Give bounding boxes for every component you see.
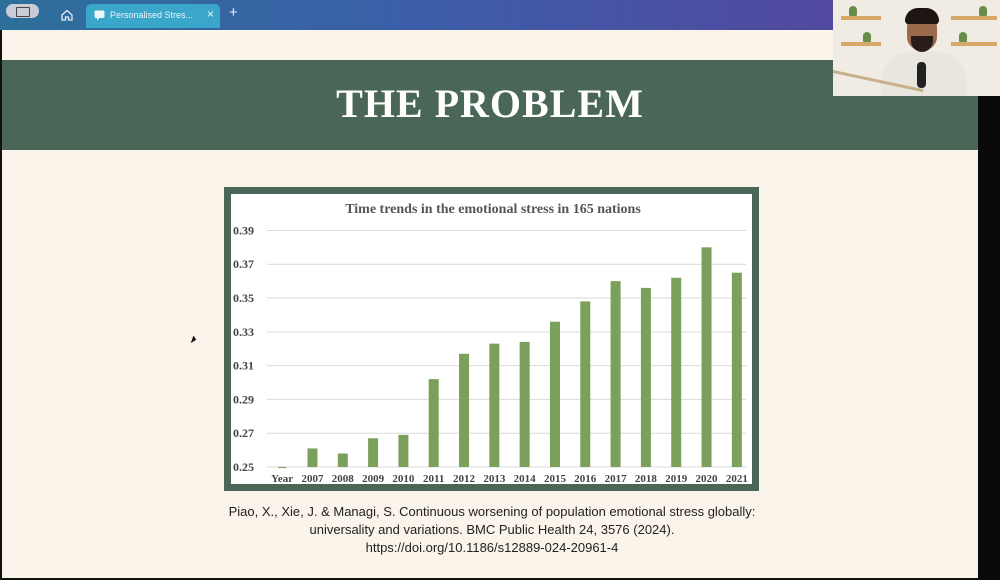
- x-tick-label: 2021: [726, 473, 748, 484]
- plant-icon: [863, 32, 871, 42]
- close-tab-icon[interactable]: ×: [206, 7, 214, 21]
- x-tick-label: 2011: [423, 473, 444, 484]
- y-tick-label: 0.27: [233, 426, 254, 440]
- tab-personalised-stress[interactable]: Personalised Stres... ×: [86, 4, 220, 28]
- y-tick-label: 0.25: [233, 460, 254, 474]
- x-tick-label: 2014: [514, 473, 537, 484]
- chart-frame: Time trends in the emotional stress in 1…: [224, 187, 759, 491]
- x-tick-label: 2009: [362, 473, 385, 484]
- bar: [489, 343, 500, 467]
- x-tick-label: 2013: [483, 473, 506, 484]
- x-axis-first-label: Year: [271, 473, 293, 484]
- shelf: [951, 42, 997, 46]
- citation-line-1: Piao, X., Xie, J. & Managi, S. Continuou…: [228, 504, 756, 519]
- plant-icon: [849, 6, 857, 16]
- slide-title: THE PROBLEM: [336, 81, 644, 126]
- bar: [368, 438, 379, 467]
- x-tick-label: 2007: [301, 473, 324, 484]
- stress-bar-chart: Time trends in the emotional stress in 1…: [231, 194, 752, 484]
- x-tick-label: 2012: [453, 473, 476, 484]
- y-tick-label: 0.35: [233, 291, 254, 305]
- x-tick-label: 2017: [605, 473, 628, 484]
- y-tick-label: 0.37: [233, 257, 254, 271]
- chart-title: Time trends in the emotional stress in 1…: [345, 202, 641, 217]
- citation-line-3: https://doi.org/10.1186/s12889-024-20961…: [365, 540, 619, 555]
- plant-icon: [959, 32, 967, 42]
- plant-icon: [979, 6, 987, 16]
- presenter-beard: [911, 36, 933, 52]
- citation: Piao, X., Xie, J. & Managi, S. Continuou…: [192, 503, 792, 557]
- new-tab-icon[interactable]: +: [229, 4, 238, 21]
- home-icon[interactable]: [60, 8, 74, 22]
- x-tick-label: 2016: [574, 473, 597, 484]
- x-tick-label: 2020: [696, 473, 719, 484]
- microphone-icon: [917, 62, 926, 88]
- presenter-webcam: [833, 0, 1000, 96]
- x-tick-label: 2015: [544, 473, 567, 484]
- bar: [519, 341, 530, 467]
- bar: [731, 272, 742, 467]
- y-tick-label: 0.39: [233, 223, 254, 237]
- bar: [307, 448, 318, 467]
- bar: [337, 453, 348, 467]
- x-tick-label: 2018: [635, 473, 658, 484]
- x-tick-label: 2010: [392, 473, 415, 484]
- bar: [701, 247, 712, 467]
- y-tick-label: 0.31: [233, 359, 254, 373]
- screen-edge: [978, 96, 1000, 580]
- bar: [671, 277, 682, 467]
- bar: [459, 353, 470, 467]
- presenter-hair: [905, 8, 939, 24]
- bar: [428, 379, 439, 467]
- y-tick-label: 0.29: [233, 392, 254, 406]
- bar: [580, 301, 591, 467]
- title-band: [2, 60, 978, 150]
- x-tick-label: 2019: [665, 473, 688, 484]
- y-tick-label: 0.33: [233, 325, 254, 339]
- x-tick-label: 2008: [332, 473, 355, 484]
- slide-canvas: THE PROBLEM Time trends in the emotional…: [2, 30, 978, 578]
- shelf: [841, 16, 881, 20]
- bar: [549, 321, 560, 467]
- chat-icon: [94, 10, 105, 21]
- bar: [640, 287, 651, 467]
- shelf: [841, 42, 881, 46]
- bar: [610, 281, 621, 467]
- bar: [398, 434, 409, 467]
- citation-line-2: universality and variations. BMC Public …: [309, 522, 675, 537]
- sidebar-toggle-icon[interactable]: [6, 4, 39, 18]
- tab-title: Personalised Stres...: [110, 10, 194, 20]
- shelf: [951, 16, 997, 20]
